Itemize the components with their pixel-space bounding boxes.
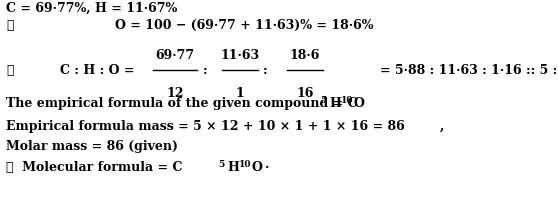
Text: H: H — [227, 160, 239, 173]
Text: ∴: ∴ — [6, 19, 13, 32]
Text: 18·6: 18·6 — [290, 49, 320, 62]
Text: ,: , — [440, 119, 444, 132]
Text: The empirical formula of the given compound = C: The empirical formula of the given compo… — [6, 97, 358, 109]
Text: 10: 10 — [341, 96, 354, 104]
Text: ·: · — [265, 160, 270, 173]
Text: 5: 5 — [218, 159, 224, 168]
Text: O: O — [252, 160, 263, 173]
Text: 1: 1 — [235, 87, 244, 99]
Text: 12: 12 — [166, 87, 184, 99]
Text: Molar mass = 86 (given): Molar mass = 86 (given) — [6, 139, 178, 152]
Text: ∴  Molecular formula = C: ∴ Molecular formula = C — [6, 160, 182, 173]
Text: = 5·88 : 11·63 : 1·16 :: 5 : 10 : 1: = 5·88 : 11·63 : 1·16 :: 5 : 10 : 1 — [380, 64, 558, 77]
Text: 5: 5 — [320, 96, 326, 104]
Text: 16: 16 — [296, 87, 314, 99]
Text: :: : — [263, 64, 267, 77]
Text: 11·63: 11·63 — [220, 49, 259, 62]
Text: 69·77: 69·77 — [156, 49, 195, 62]
Text: C : H : O =: C : H : O = — [60, 64, 134, 77]
Text: :: : — [203, 64, 208, 77]
Text: O = 100 − (69·77 + 11·63)% = 18·6%: O = 100 − (69·77 + 11·63)% = 18·6% — [115, 19, 373, 32]
Text: 10: 10 — [239, 159, 252, 168]
Text: C = 69·77%, H = 11·67%: C = 69·77%, H = 11·67% — [6, 2, 177, 15]
Text: ∴: ∴ — [6, 64, 13, 77]
Text: O: O — [354, 97, 365, 109]
Text: H: H — [329, 97, 341, 109]
Text: Empirical formula mass = 5 × 12 + 10 × 1 + 1 × 16 = 86: Empirical formula mass = 5 × 12 + 10 × 1… — [6, 119, 405, 132]
